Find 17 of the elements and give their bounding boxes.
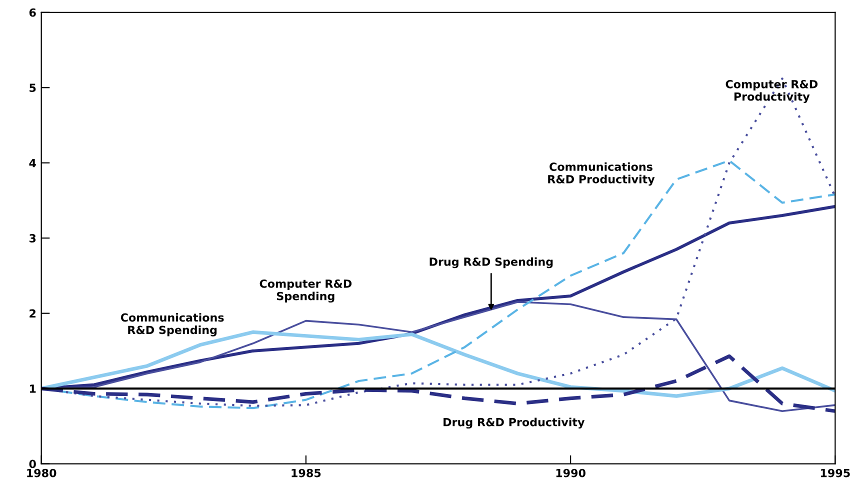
annotation: Computer R&D Productivity: [726, 80, 818, 104]
y-tick-label: 4: [29, 158, 36, 168]
annotation: Communications R&D Spending: [120, 313, 224, 336]
y-tick-label: 5: [30, 84, 36, 92]
y-tick-label: 2: [30, 309, 36, 318]
x-tick-label: 1995: [820, 468, 850, 478]
x-tick-label: 1980: [27, 468, 56, 478]
y-tick-label: 1: [30, 384, 36, 393]
x-tick-label: 1985: [292, 468, 321, 478]
y-tick-label: 0: [29, 460, 36, 468]
x-tick-label: 1990: [556, 468, 586, 478]
y-tick-label: 6: [29, 8, 36, 17]
annotation: Drug R&D Productivity: [444, 418, 585, 429]
annotation: Communications R&D Productivity: [548, 162, 655, 186]
annotation: Computer R&D Spending: [260, 279, 352, 303]
annotation: Drug R&D Spending: [430, 257, 553, 268]
y-tick-label: 3: [29, 234, 36, 242]
